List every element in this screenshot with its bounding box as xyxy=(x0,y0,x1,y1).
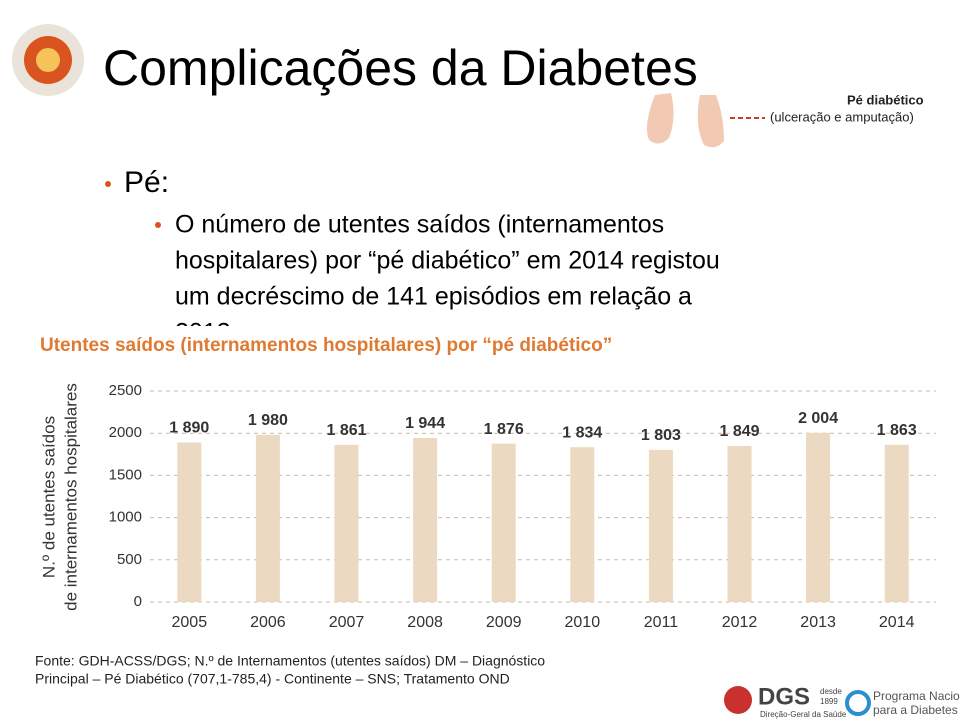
bullet-dot xyxy=(155,222,161,228)
chart-title: Utentes saídos (internamentos hospitalar… xyxy=(40,335,612,356)
bullet-dot xyxy=(105,181,111,187)
bar xyxy=(884,444,909,602)
dgs-mark xyxy=(724,686,752,714)
y-tick-label: 2000 xyxy=(109,424,142,441)
value-label: 1 834 xyxy=(562,424,602,441)
x-tick-label: 2013 xyxy=(800,614,836,631)
bar xyxy=(570,447,595,602)
inset-subtitle: (ulceração e amputação) xyxy=(770,109,914,124)
sub-bullet-line: um decréscimo de 141 episódios em relaçã… xyxy=(175,283,692,311)
value-label: 2 004 xyxy=(798,410,838,427)
bar xyxy=(255,434,280,602)
bar xyxy=(806,432,831,602)
dgs-year: 1899 xyxy=(820,697,838,706)
value-label: 1 861 xyxy=(326,422,366,439)
bar xyxy=(334,444,359,602)
y-tick-label: 1000 xyxy=(109,509,142,526)
bar xyxy=(491,443,516,602)
inset-title: Pé diabético xyxy=(847,92,924,107)
value-label: 1 890 xyxy=(169,420,209,437)
value-label: 1 863 xyxy=(877,422,917,439)
source-line: Fonte: GDH-ACSS/DGS; N.º de Internamento… xyxy=(35,653,545,669)
bar xyxy=(727,445,752,602)
y-tick-label: 1500 xyxy=(109,466,142,483)
bar xyxy=(177,442,202,602)
y-tick-label: 2500 xyxy=(109,382,142,399)
bullet: Pé: xyxy=(124,166,169,199)
x-tick-label: 2011 xyxy=(644,614,679,631)
x-tick-label: 2010 xyxy=(565,614,601,631)
y-axis-label: de internamentos hospitalares xyxy=(61,383,80,611)
program-mark xyxy=(845,690,871,716)
x-tick-label: 2012 xyxy=(722,614,758,631)
y-tick-label: 500 xyxy=(117,551,142,568)
x-tick-label: 2007 xyxy=(329,614,365,631)
value-label: 1 803 xyxy=(641,427,681,444)
value-label: 1 944 xyxy=(405,415,445,432)
value-label: 1 980 xyxy=(248,412,288,429)
program-logo: Programa Nacional xyxy=(873,689,960,703)
foot-illustration xyxy=(697,95,724,148)
value-label: 1 876 xyxy=(484,421,524,438)
logo-center xyxy=(36,48,60,72)
foot-illustration xyxy=(647,93,674,144)
dgs-name: Direção-Geral da Saúde xyxy=(760,710,847,719)
x-tick-label: 2009 xyxy=(486,614,522,631)
x-tick-label: 2005 xyxy=(172,614,208,631)
y-axis-label: N.º de utentes saídos xyxy=(39,416,58,578)
bar xyxy=(648,449,673,602)
slide-title: Complicações da Diabetes xyxy=(103,40,698,96)
bar xyxy=(413,437,438,602)
value-label: 1 849 xyxy=(719,423,759,440)
x-tick-label: 2014 xyxy=(879,614,915,631)
sub-bullet-line: O número de utentes saídos (internamento… xyxy=(175,211,664,239)
y-tick-label: 0 xyxy=(134,593,142,610)
x-tick-label: 2008 xyxy=(407,614,443,631)
dgs-since: desde xyxy=(820,687,842,696)
x-tick-label: 2006 xyxy=(250,614,286,631)
dgs-logo: DGS xyxy=(758,683,810,710)
sub-bullet-line: hospitalares) por “pé diabético” em 2014… xyxy=(175,247,720,275)
program-logo: para a Diabetes xyxy=(873,703,958,717)
source-line: Principal – Pé Diabético (707,1-785,4) -… xyxy=(35,671,510,687)
